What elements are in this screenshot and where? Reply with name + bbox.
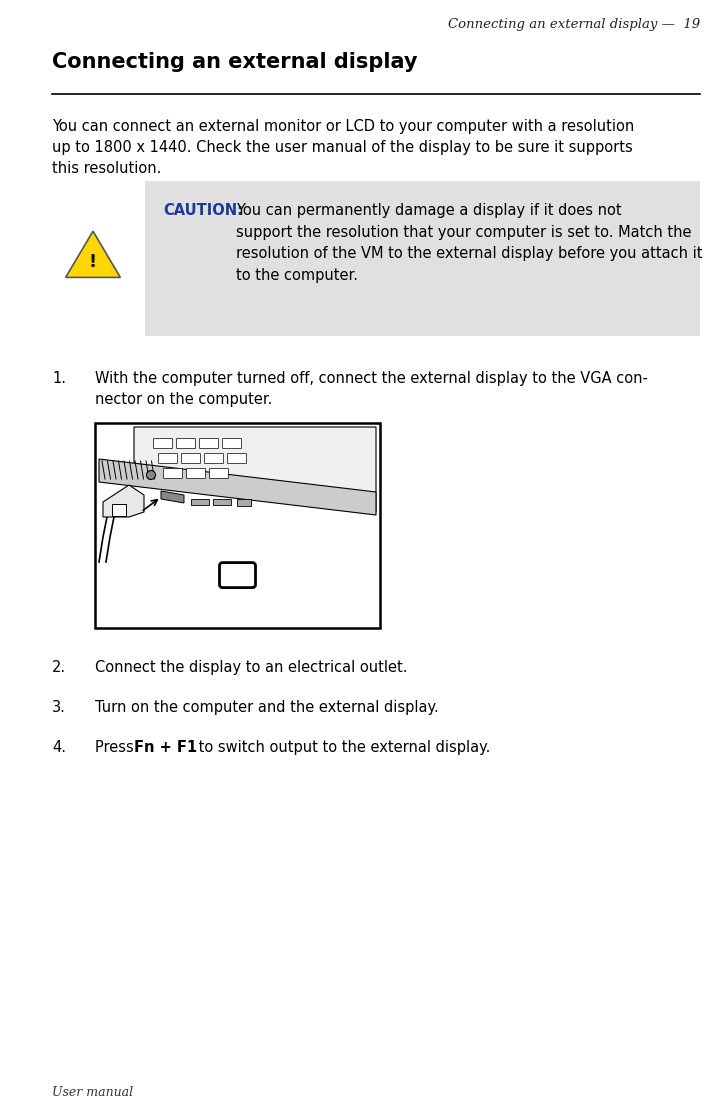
Polygon shape: [103, 485, 144, 517]
Text: User manual: User manual: [52, 1086, 133, 1099]
FancyBboxPatch shape: [210, 468, 228, 478]
FancyBboxPatch shape: [164, 468, 183, 478]
Text: to switch output to the external display.: to switch output to the external display…: [194, 739, 491, 755]
FancyBboxPatch shape: [199, 439, 218, 449]
Text: 2.: 2.: [52, 660, 66, 675]
Text: 4.: 4.: [52, 739, 66, 755]
FancyBboxPatch shape: [181, 454, 201, 464]
FancyBboxPatch shape: [228, 454, 247, 464]
Polygon shape: [66, 231, 120, 277]
Text: !: !: [89, 254, 97, 271]
Text: You can permanently damage a display if it does not
support the resolution that : You can permanently damage a display if …: [236, 203, 703, 283]
FancyBboxPatch shape: [191, 499, 209, 505]
FancyBboxPatch shape: [204, 454, 223, 464]
Text: 3.: 3.: [52, 700, 66, 715]
Text: Connecting an external display: Connecting an external display: [52, 52, 418, 71]
FancyBboxPatch shape: [223, 439, 241, 449]
FancyBboxPatch shape: [154, 439, 173, 449]
FancyBboxPatch shape: [95, 423, 380, 628]
Text: 1.: 1.: [52, 371, 66, 386]
FancyBboxPatch shape: [176, 439, 196, 449]
Text: You can connect an external monitor or LCD to your computer with a resolution
up: You can connect an external monitor or L…: [52, 120, 634, 176]
Circle shape: [146, 470, 155, 479]
Text: Press: Press: [95, 739, 138, 755]
Polygon shape: [99, 459, 376, 515]
FancyBboxPatch shape: [220, 563, 255, 588]
Text: With the computer turned off, connect the external display to the VGA con-
necto: With the computer turned off, connect th…: [95, 371, 648, 407]
FancyBboxPatch shape: [112, 504, 126, 516]
FancyBboxPatch shape: [213, 499, 231, 505]
Text: Connecting an external display —  19: Connecting an external display — 19: [448, 18, 700, 31]
Text: Fn + F1: Fn + F1: [133, 739, 196, 755]
Polygon shape: [161, 491, 184, 503]
FancyBboxPatch shape: [145, 181, 700, 336]
FancyBboxPatch shape: [186, 468, 205, 478]
Text: Connect the display to an electrical outlet.: Connect the display to an electrical out…: [95, 660, 407, 675]
FancyBboxPatch shape: [159, 454, 178, 464]
Polygon shape: [134, 427, 376, 512]
FancyBboxPatch shape: [237, 499, 251, 506]
Text: Turn on the computer and the external display.: Turn on the computer and the external di…: [95, 700, 439, 715]
Text: CAUTION:: CAUTION:: [163, 203, 243, 218]
